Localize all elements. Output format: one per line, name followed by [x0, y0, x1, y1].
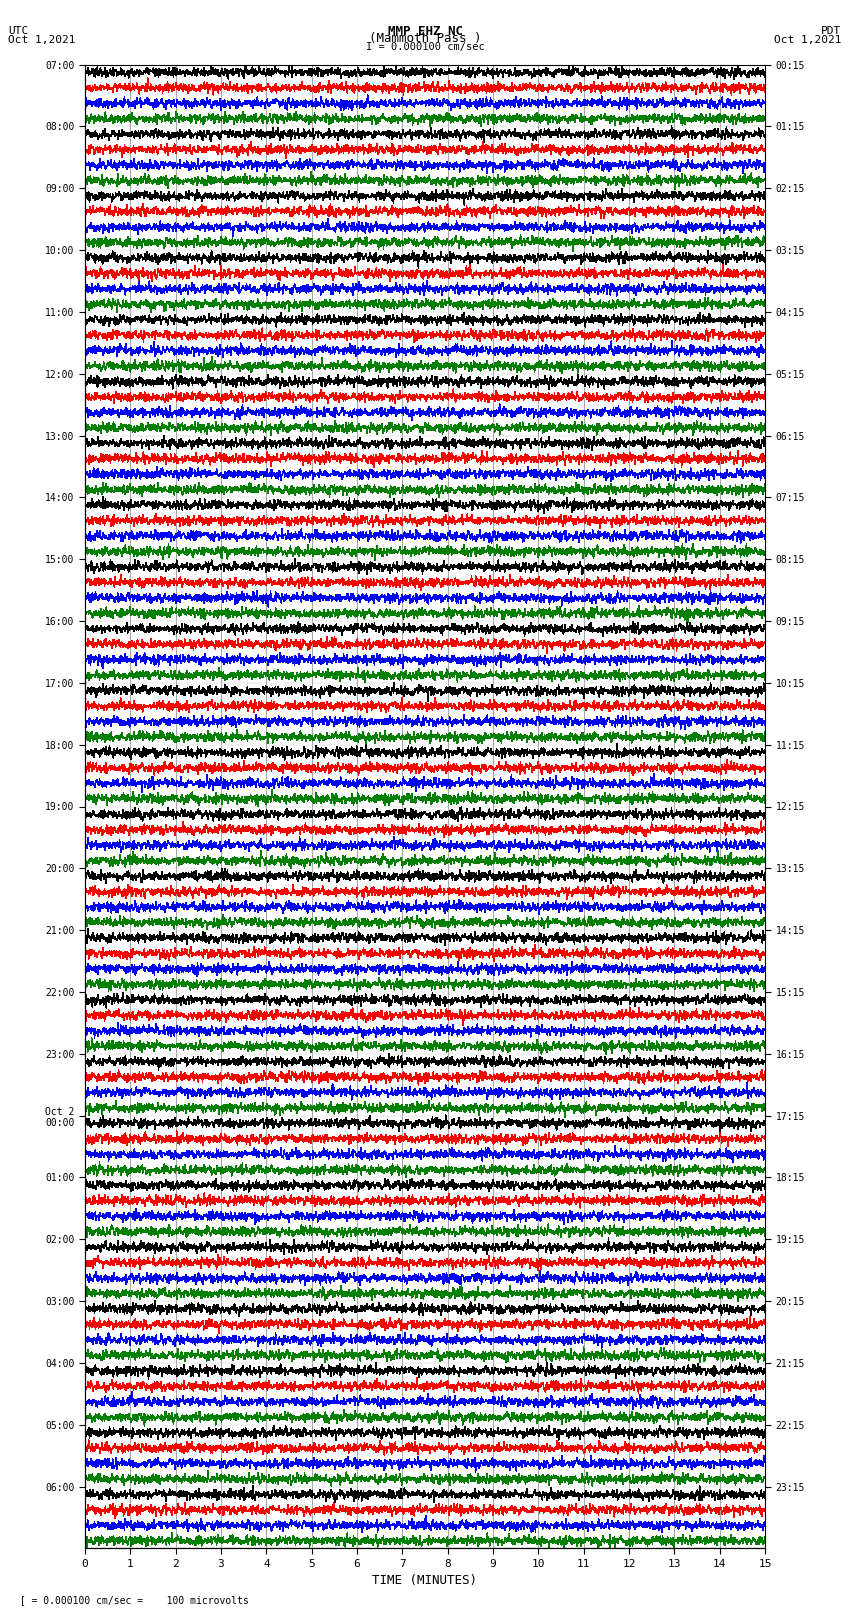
Text: PDT: PDT [821, 26, 842, 37]
Text: Oct 1,2021: Oct 1,2021 [8, 35, 76, 45]
Text: UTC: UTC [8, 26, 29, 37]
Text: (Mammoth Pass ): (Mammoth Pass ) [369, 32, 481, 45]
Text: [ = 0.000100 cm/sec =    100 microvolts: [ = 0.000100 cm/sec = 100 microvolts [8, 1595, 249, 1605]
Text: Oct 1,2021: Oct 1,2021 [774, 35, 842, 45]
X-axis label: TIME (MINUTES): TIME (MINUTES) [372, 1574, 478, 1587]
Text: I = 0.000100 cm/sec: I = 0.000100 cm/sec [366, 42, 484, 52]
Text: MMP EHZ NC: MMP EHZ NC [388, 24, 462, 37]
